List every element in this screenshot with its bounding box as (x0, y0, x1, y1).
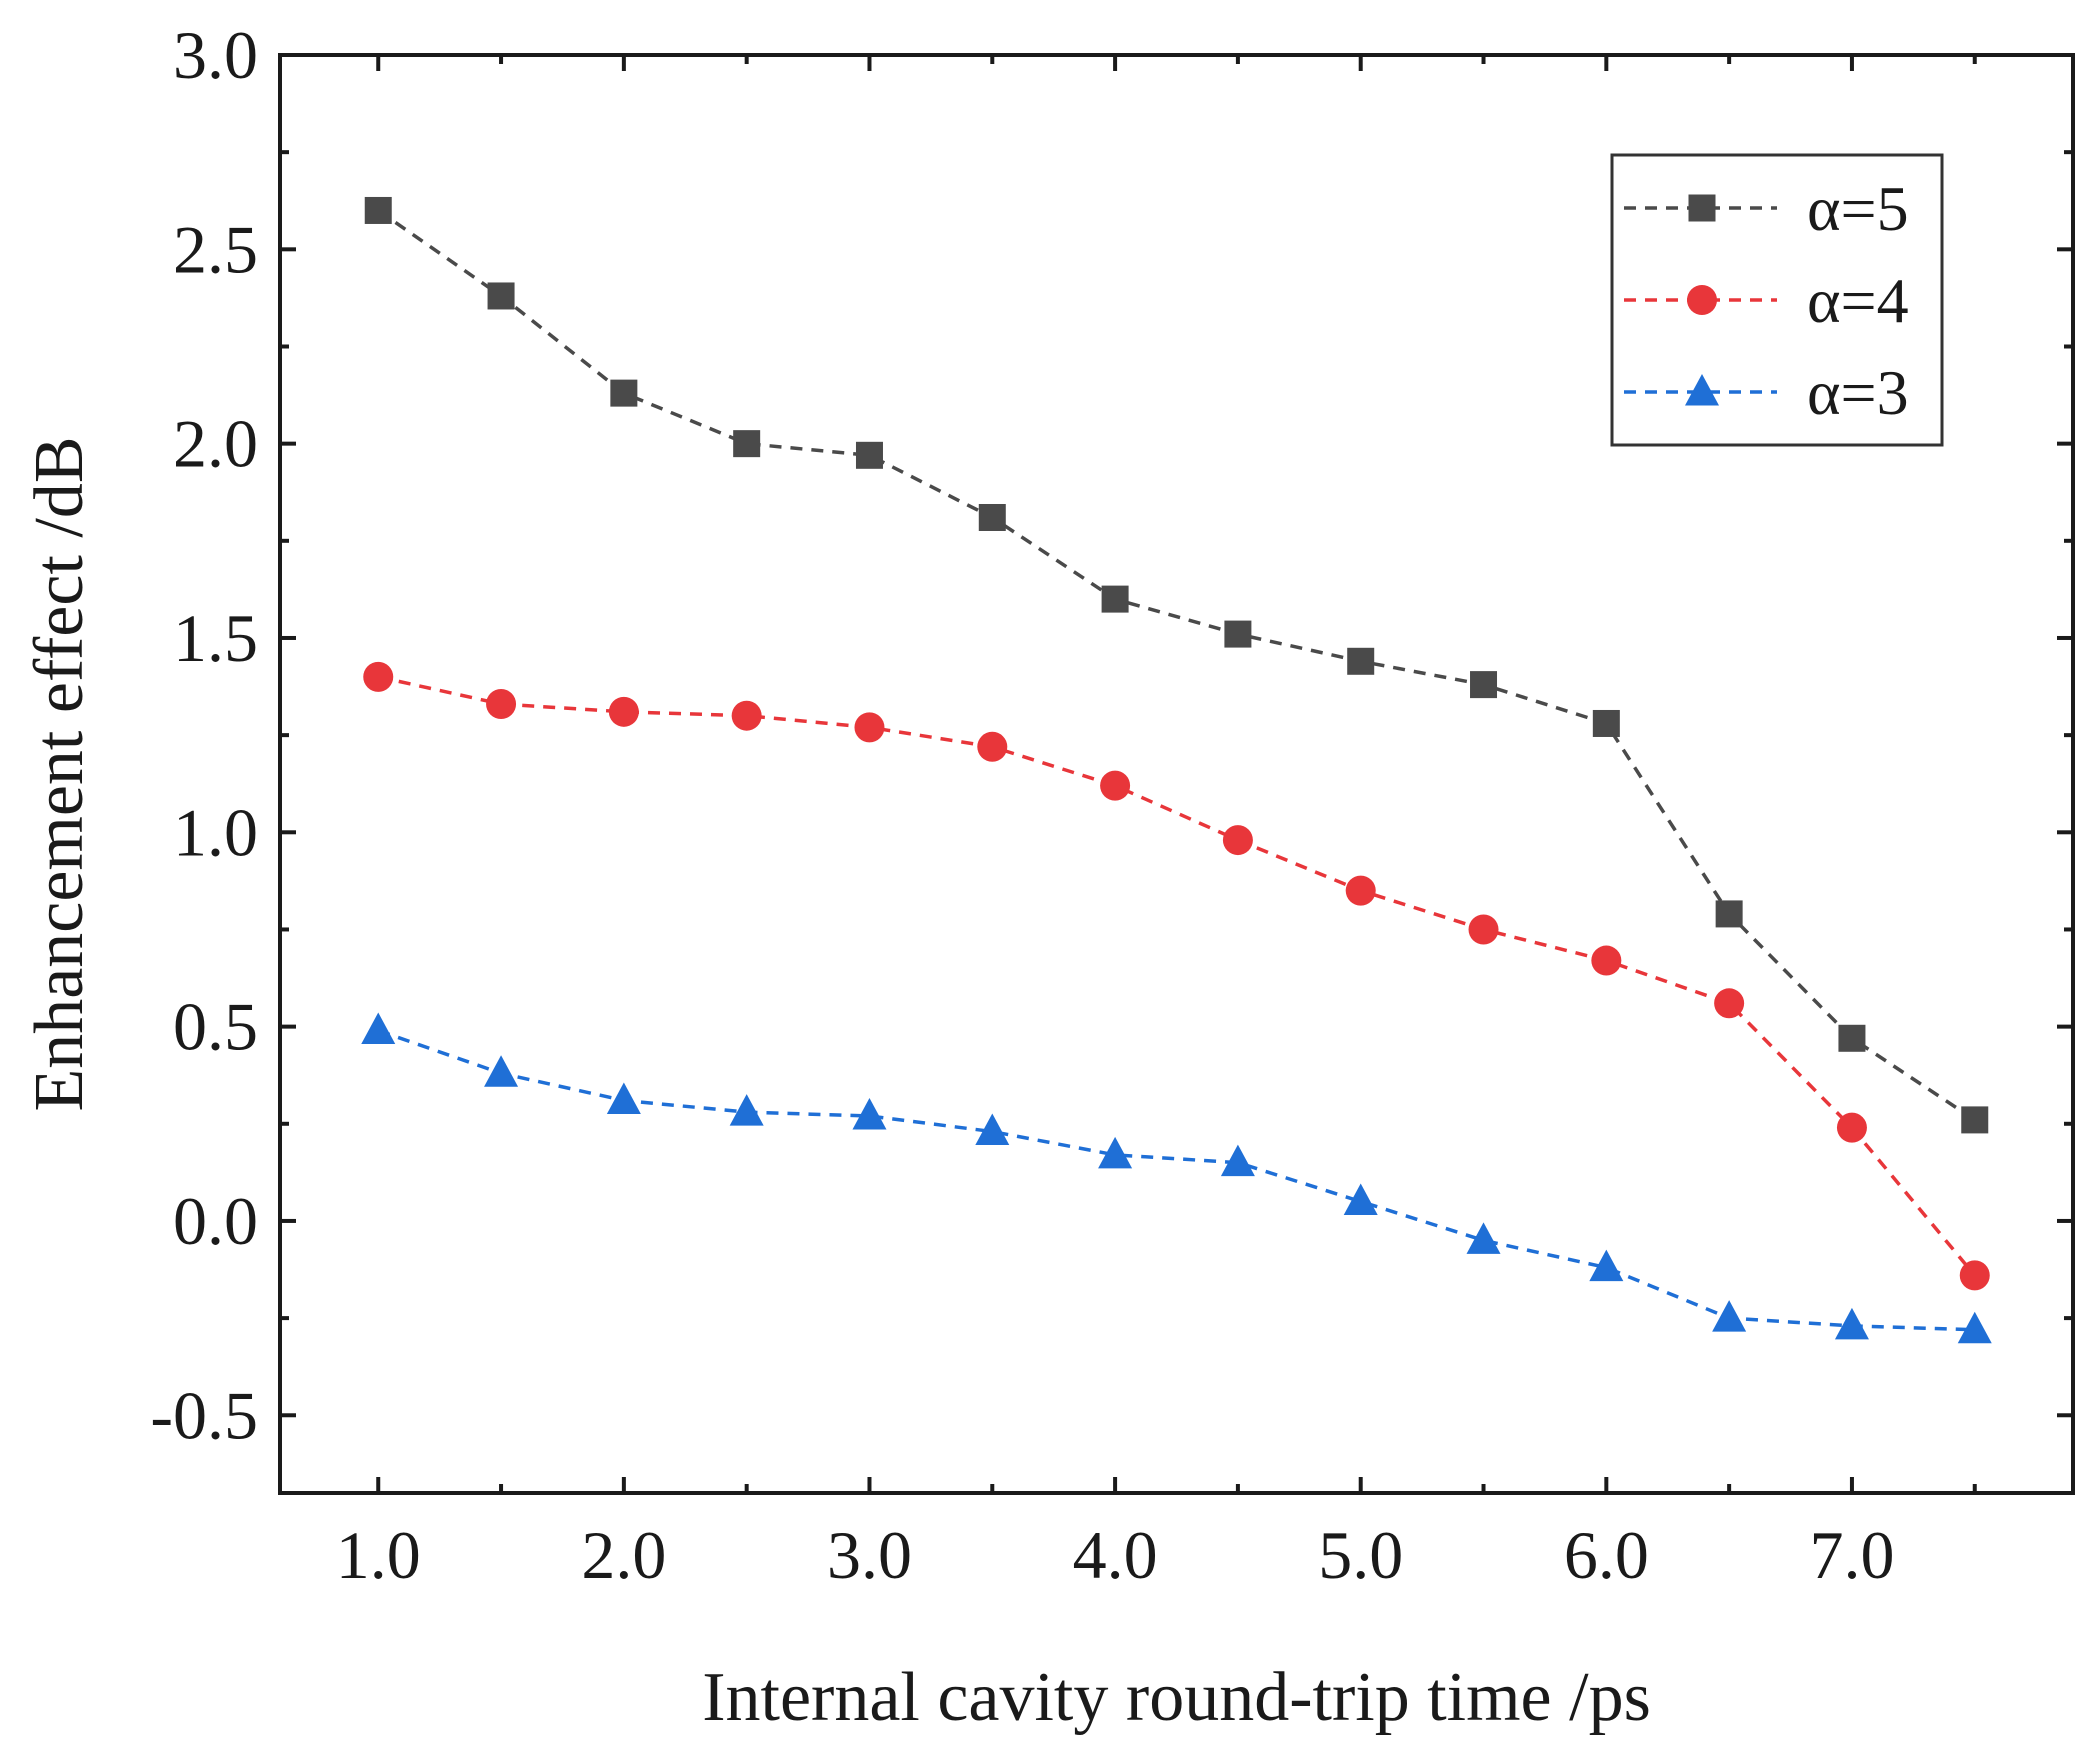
y-tick-label: 2.5 (173, 211, 258, 287)
data-point (1714, 988, 1745, 1019)
data-point (608, 696, 639, 727)
data-point (1715, 900, 1743, 928)
data-point (1591, 945, 1622, 976)
data-point (487, 282, 515, 310)
data-point (975, 1113, 1010, 1146)
y-tick-label: 1.5 (173, 600, 258, 676)
data-point (731, 700, 762, 731)
y-tick-label: 2.0 (173, 406, 258, 482)
data-point (1592, 709, 1620, 737)
series-3 (361, 1012, 1992, 1344)
legend-marker (1688, 194, 1716, 222)
data-point (1589, 1249, 1624, 1282)
series-1 (364, 196, 1989, 1134)
legend-marker (1685, 374, 1719, 406)
x-tick-label: 1.0 (336, 1517, 421, 1593)
legend-item-3: α=3 (1624, 357, 1909, 428)
data-point (733, 430, 761, 458)
x-tick-label: 2.0 (581, 1517, 666, 1593)
data-point (1343, 1183, 1378, 1216)
x-tick-label: 7.0 (1809, 1517, 1894, 1593)
data-point (1712, 1300, 1747, 1332)
data-point (1347, 647, 1375, 675)
data-point (1100, 770, 1131, 801)
data-point (729, 1094, 764, 1126)
data-point (1345, 875, 1376, 906)
data-point (852, 1098, 887, 1130)
y-tick-label: -0.5 (150, 1377, 258, 1453)
y-tick-label: 0.5 (173, 989, 258, 1065)
x-tick-label: 4.0 (1073, 1517, 1158, 1593)
data-point (1836, 1112, 1867, 1143)
x-tick-label: 3.0 (827, 1517, 912, 1593)
data-point (855, 441, 883, 469)
data-point (1838, 1024, 1866, 1052)
data-point (484, 1055, 519, 1087)
data-point (977, 731, 1008, 762)
data-point (606, 1082, 641, 1114)
series-line (377, 209, 1976, 1122)
data-point (1222, 825, 1253, 856)
data-point (486, 689, 517, 720)
data-point (1959, 1260, 1990, 1291)
data-point (854, 712, 885, 743)
data-point (1220, 1144, 1255, 1177)
data-point (1961, 1106, 1989, 1134)
data-point (978, 503, 1006, 531)
data-point (1101, 585, 1129, 613)
legend-label: α=3 (1807, 357, 1909, 428)
data-point (364, 196, 392, 224)
x-axis-title: Internal cavity round-trip time /ps (702, 1659, 1651, 1736)
y-tick-label: 1.0 (173, 794, 258, 870)
data-point (1098, 1136, 1133, 1169)
ticks-layer: 1.0 2.0 3.0 4.0 5.0 6.0 7.0 -0.5 0.0 0.5 1.0 1.5 2.0… (150, 17, 2073, 1593)
legend: α=5 α=4 α=3 (1610, 153, 1944, 447)
y-tick-label: 3.0 (173, 17, 258, 93)
legend-item-2: α=4 (1624, 265, 1909, 336)
data-point (1470, 671, 1498, 699)
data-point (363, 661, 394, 692)
series-line (377, 1028, 1975, 1332)
x-tick-label: 5.0 (1318, 1517, 1403, 1593)
legend-item-1: α=5 (1624, 173, 1909, 244)
x-tick-label: 6.0 (1564, 1517, 1649, 1593)
data-point (1224, 620, 1252, 648)
y-axis-title: Enhancement effect /dB (21, 436, 98, 1111)
data-point (1957, 1311, 1992, 1344)
legend-label: α=5 (1807, 173, 1909, 244)
data-point (1468, 914, 1499, 945)
data-point (361, 1012, 396, 1045)
legend-label: α=4 (1807, 265, 1909, 336)
data-point (1834, 1307, 1869, 1340)
legend-marker (1687, 285, 1717, 315)
data-point (1466, 1222, 1501, 1254)
y-tick-label: 0.0 (173, 1183, 258, 1259)
series-layer (361, 196, 1992, 1344)
data-point (610, 379, 638, 407)
plot-frame (278, 53, 2075, 1495)
series-2 (363, 661, 1990, 1291)
